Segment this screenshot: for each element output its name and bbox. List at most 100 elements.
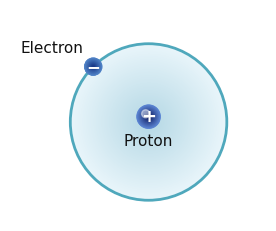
Circle shape	[90, 63, 97, 70]
Circle shape	[92, 66, 94, 68]
Circle shape	[116, 89, 181, 155]
Circle shape	[89, 62, 97, 71]
Circle shape	[81, 54, 217, 190]
Circle shape	[110, 84, 187, 160]
Circle shape	[93, 67, 204, 178]
Circle shape	[139, 112, 158, 131]
Circle shape	[78, 52, 219, 192]
Circle shape	[147, 120, 150, 124]
Circle shape	[90, 64, 96, 70]
Circle shape	[92, 66, 94, 67]
Circle shape	[88, 62, 209, 182]
Circle shape	[98, 71, 200, 173]
Circle shape	[142, 110, 150, 118]
Circle shape	[145, 118, 152, 126]
Circle shape	[142, 110, 155, 123]
Circle shape	[140, 108, 157, 125]
Circle shape	[140, 108, 157, 125]
Circle shape	[84, 57, 214, 187]
Circle shape	[141, 114, 156, 130]
Circle shape	[85, 58, 102, 75]
Circle shape	[92, 65, 95, 68]
Circle shape	[141, 109, 156, 124]
Circle shape	[117, 91, 180, 153]
Circle shape	[88, 61, 98, 72]
Circle shape	[114, 88, 183, 156]
Circle shape	[79, 52, 218, 192]
Circle shape	[139, 107, 158, 126]
Circle shape	[92, 65, 94, 68]
Circle shape	[138, 106, 159, 127]
Circle shape	[113, 87, 184, 157]
Circle shape	[145, 113, 152, 120]
Circle shape	[144, 112, 153, 121]
Circle shape	[138, 112, 159, 132]
Circle shape	[89, 62, 98, 71]
Circle shape	[140, 108, 157, 125]
Circle shape	[106, 80, 191, 164]
Circle shape	[120, 94, 177, 150]
Circle shape	[90, 63, 207, 181]
Circle shape	[89, 63, 97, 70]
Circle shape	[74, 48, 223, 196]
Circle shape	[137, 106, 160, 128]
Circle shape	[138, 106, 159, 127]
Circle shape	[130, 103, 167, 141]
Circle shape	[112, 85, 185, 159]
Circle shape	[84, 58, 213, 186]
Circle shape	[146, 114, 151, 119]
Circle shape	[141, 109, 156, 124]
Circle shape	[116, 90, 181, 154]
Circle shape	[142, 110, 155, 124]
Circle shape	[107, 81, 190, 164]
Circle shape	[124, 97, 174, 147]
Circle shape	[144, 112, 153, 122]
Circle shape	[73, 47, 224, 197]
Circle shape	[85, 59, 101, 75]
Circle shape	[138, 111, 160, 133]
Circle shape	[91, 64, 95, 69]
Circle shape	[134, 107, 163, 137]
Circle shape	[75, 49, 222, 196]
Circle shape	[88, 61, 99, 72]
Circle shape	[120, 93, 177, 151]
Circle shape	[108, 81, 189, 163]
Circle shape	[143, 111, 154, 122]
Circle shape	[70, 44, 227, 200]
Circle shape	[139, 107, 158, 126]
Circle shape	[139, 107, 158, 126]
Circle shape	[147, 115, 150, 118]
Circle shape	[91, 65, 95, 69]
Circle shape	[91, 65, 206, 179]
Circle shape	[89, 63, 97, 71]
Circle shape	[129, 102, 168, 142]
Circle shape	[96, 70, 201, 174]
Circle shape	[125, 98, 172, 146]
Circle shape	[140, 108, 158, 126]
Circle shape	[86, 60, 100, 73]
Circle shape	[142, 111, 155, 123]
Circle shape	[145, 113, 152, 120]
Circle shape	[97, 70, 200, 174]
Circle shape	[94, 67, 203, 177]
Text: Proton: Proton	[124, 134, 173, 149]
Text: +: +	[141, 108, 156, 126]
Circle shape	[132, 106, 165, 138]
Circle shape	[138, 106, 160, 128]
Circle shape	[89, 62, 98, 71]
Circle shape	[143, 111, 154, 122]
Circle shape	[135, 109, 162, 135]
Circle shape	[104, 77, 193, 167]
Circle shape	[109, 82, 189, 162]
Circle shape	[147, 115, 150, 118]
Circle shape	[85, 58, 102, 75]
Circle shape	[134, 108, 163, 136]
Circle shape	[128, 102, 169, 142]
Circle shape	[121, 95, 176, 149]
Circle shape	[146, 120, 151, 124]
Circle shape	[148, 116, 149, 117]
Circle shape	[131, 105, 166, 139]
Circle shape	[77, 51, 220, 193]
Circle shape	[148, 116, 150, 118]
Circle shape	[88, 62, 98, 72]
